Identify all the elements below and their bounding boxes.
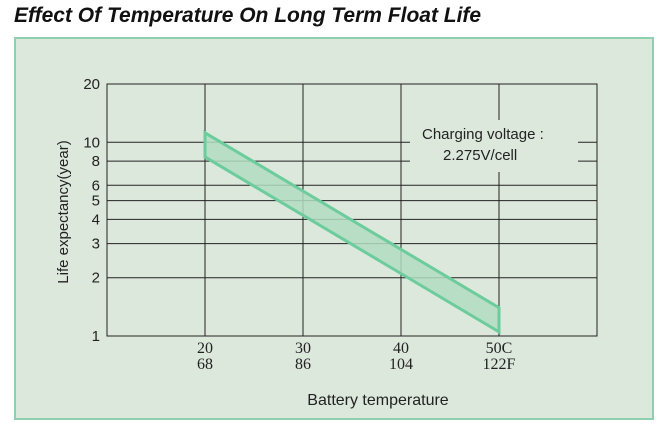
y-tick-label: 10 [83,134,100,151]
x-tick-label-fahrenheit: 104 [389,356,413,373]
y-tick-label: 8 [92,153,100,170]
x-tick-label-fahrenheit: 68 [197,356,213,373]
y-tick-label: 6 [92,177,100,194]
plot-frame [106,83,598,337]
band-layer [203,130,501,335]
y-tick-label: 4 [92,211,100,228]
y-axis-label: Life expectancy(year) [55,140,72,283]
y-tick-label: 5 [92,193,100,210]
x-tick-label-fahrenheit: 122F [483,356,516,373]
page-title: Effect Of Temperature On Long Term Float… [14,4,482,27]
x-tick-label-celsius: 40 [393,340,409,357]
y-tick-label: 2 [92,270,100,287]
x-tick-label-fahrenheit: 86 [295,356,311,373]
y-tick-label: 20 [83,76,100,93]
life-expectancy-band [203,130,501,335]
annotation-line2: 2.275V/cell [443,147,517,164]
y-tick-label: 3 [92,236,100,253]
x-tick-label-celsius: 20 [197,340,213,357]
x-axis-label: Battery temperature [307,392,449,409]
y-tick-label: 1 [92,328,100,345]
x-tick-label-celsius: 50C [486,340,513,357]
annotation-background [410,120,578,172]
annotation-line1: Charging voltage : [422,126,544,143]
x-tick-label-celsius: 30 [295,340,311,357]
axis-layer [106,83,598,337]
